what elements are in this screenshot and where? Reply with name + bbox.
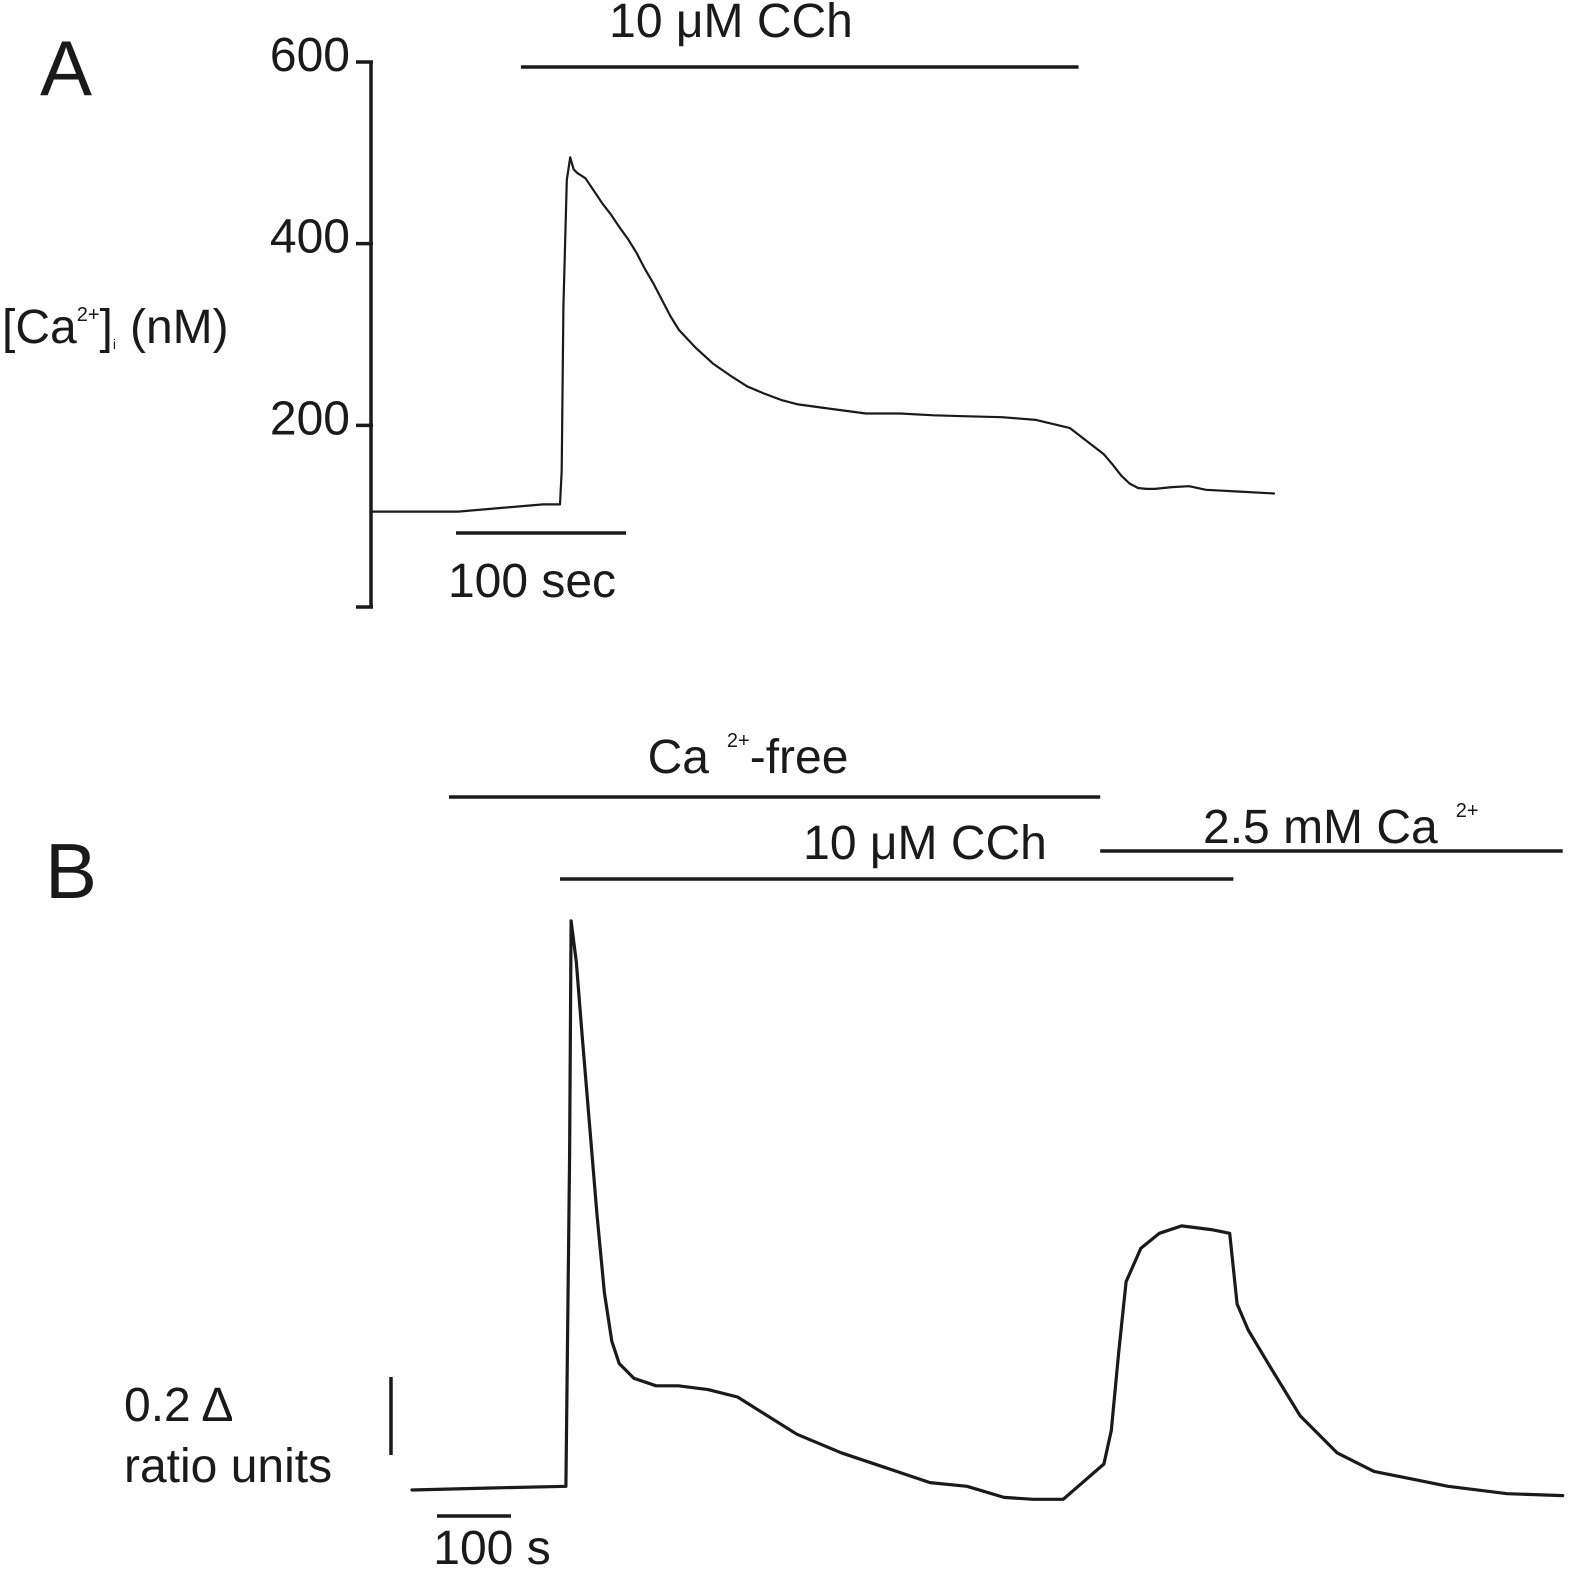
panel-b-ca-free-label: Ca 2+-free: [648, 730, 849, 784]
y-tick-label-400: 400: [270, 211, 350, 264]
panel-a-calcium-trace: [371, 156, 1276, 513]
panel-b: B Ca 2+-free 10 μM CCh 2.5 mM Ca 2+ 0.2 Δ …: [45, 730, 1565, 1572]
y-tick-label-200: 200: [270, 392, 350, 445]
panel-b-ratio-trace: [410, 919, 1565, 1501]
panel-b-ratio-scale-unit: ratio units: [124, 1440, 332, 1493]
panel-b-time-scale-label: 100 s: [433, 1522, 550, 1572]
panel-b-label: B: [45, 827, 97, 915]
panel-a-ylabel: [Ca2+]i (nM): [2, 301, 229, 354]
panel-a: A 200 400 600 [Ca2+]i (nM) 10 μM CCh 100 se…: [2, 0, 1276, 609]
panel-a-time-scale-label: 100 sec: [448, 555, 616, 608]
panel-a-label: A: [40, 24, 92, 112]
panel-b-cch-label: 10 μM CCh: [803, 817, 1047, 870]
panel-a-y-ticks: 200 400 600: [270, 29, 373, 445]
panel-a-cch-label: 10 μM CCh: [609, 0, 853, 48]
panel-b-ratio-scale-value: 0.2 Δ: [124, 1379, 233, 1432]
panel-b-ca-readd-label: 2.5 mM Ca 2+: [1203, 800, 1479, 854]
y-tick-label-600: 600: [270, 29, 350, 82]
